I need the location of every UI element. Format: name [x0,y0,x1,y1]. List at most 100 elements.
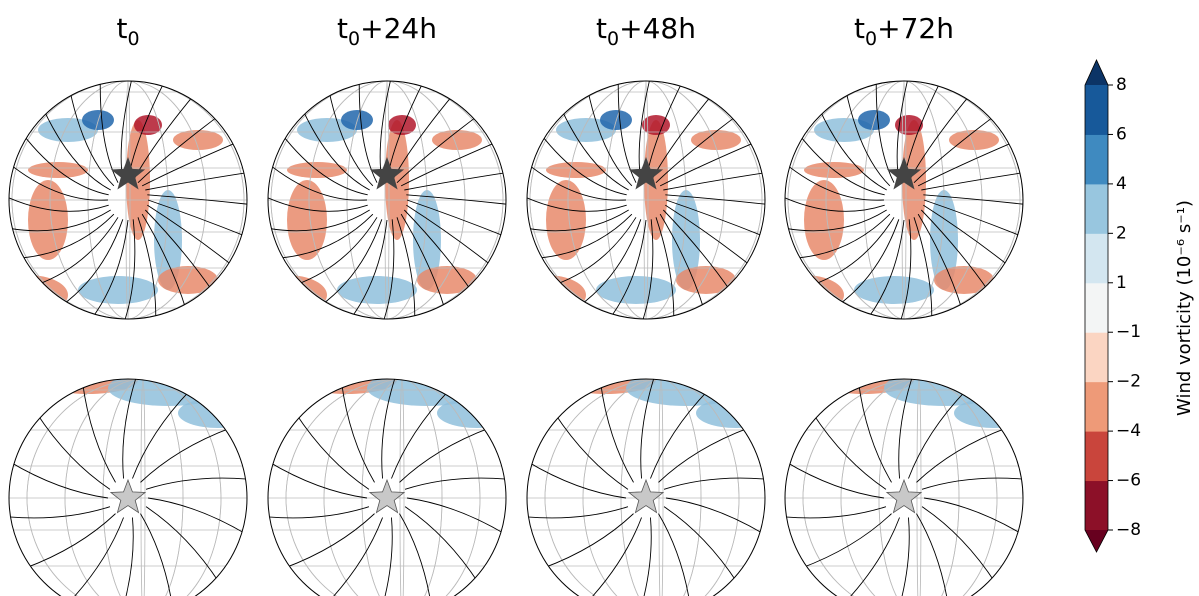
title-suffix: +48h [619,12,696,45]
streamline [845,89,891,187]
streamline [9,460,109,499]
vorticity-patch [432,130,482,150]
streamline [141,141,239,187]
streamline [21,133,109,196]
globe-outline [267,80,507,320]
streamline [404,506,479,584]
graticule-lon [87,81,169,319]
colorbar-tick-label: 2 [1116,223,1127,243]
graticule-lon [582,379,740,596]
colorbar-band [1085,134,1108,185]
streamline [404,171,506,191]
streamline [268,209,370,232]
streamline [857,381,892,483]
title-suffix: +24h [360,12,437,45]
streamline [923,194,1023,206]
streamline [396,114,479,184]
streamline [908,389,967,479]
vorticity-patch [854,276,934,304]
globe-content [785,379,1023,596]
globe-content [268,379,506,596]
streamline [659,213,705,311]
vorticity-patch [158,266,218,294]
colorbar-under [1085,530,1108,552]
globe-outline [526,80,766,320]
streamline [812,217,895,286]
streamline [36,412,111,490]
streamline [268,506,370,519]
streamline [793,213,891,259]
streamline [145,477,247,490]
globe-top [8,80,248,320]
location-star [110,157,146,190]
location-star [885,478,923,514]
globe-bottom [784,378,1024,596]
streamline [24,513,116,569]
vorticity-patch [676,266,736,294]
colorbar-band [1085,431,1108,482]
streamline [65,517,124,596]
vorticity-patch [28,180,68,260]
streamline [916,513,951,596]
vorticity-patch [134,115,162,135]
streamline [921,477,1023,490]
streamline [658,427,750,483]
colorbar-tick-label: −4 [1116,421,1141,441]
colorbar-band [1085,480,1108,531]
streamline [145,171,247,191]
graticule-lon [529,81,763,319]
title-base: t [337,12,348,45]
colorbar-band [1085,183,1108,234]
graticule-lon [64,379,222,596]
globe-outline [784,378,1024,596]
streamline [599,381,634,483]
streamline [898,379,914,479]
streamline [560,108,629,191]
streamline [665,194,765,206]
streamline [527,506,629,519]
vorticity-patch [644,120,668,240]
streamline [400,213,446,311]
streamline [406,204,494,267]
globe-content [9,379,247,596]
streamline [324,517,383,596]
streamline [268,194,368,212]
globe-content [268,81,506,319]
colorbar-band [1085,381,1108,432]
graticule-lon [270,81,504,319]
streamline [785,194,885,212]
globe-content [527,379,765,596]
graticule-lon [361,379,443,596]
colorbar: −8 −6 −4 −2 −1 1 2 4 6 8 [1084,59,1141,553]
streamline [837,219,900,307]
streamline [9,162,109,201]
streamline [665,204,753,267]
graticule-lon [620,379,702,596]
streamline [785,506,887,519]
vorticity-patch [949,130,999,150]
streamline [141,213,187,311]
streamline [785,209,887,232]
streamline [583,517,642,596]
vorticity-patch [154,190,182,290]
streamline [61,219,124,307]
streamline [665,199,765,238]
streamline [140,427,232,483]
streamline [923,497,1023,536]
graticule-lon [11,81,245,319]
streamline [377,517,393,596]
globe-outline [784,80,1024,320]
vorticity-patch [108,379,228,406]
streamline [917,141,1015,187]
title-sub: 0 [348,28,360,50]
vorticity-patch [934,266,994,294]
streamline [381,379,397,479]
title-sub: 0 [127,28,139,50]
streamline [617,81,637,183]
streamline [9,194,109,212]
streamline [90,219,129,319]
streamline [399,427,491,483]
streamline [399,513,434,596]
streamline [381,219,395,319]
